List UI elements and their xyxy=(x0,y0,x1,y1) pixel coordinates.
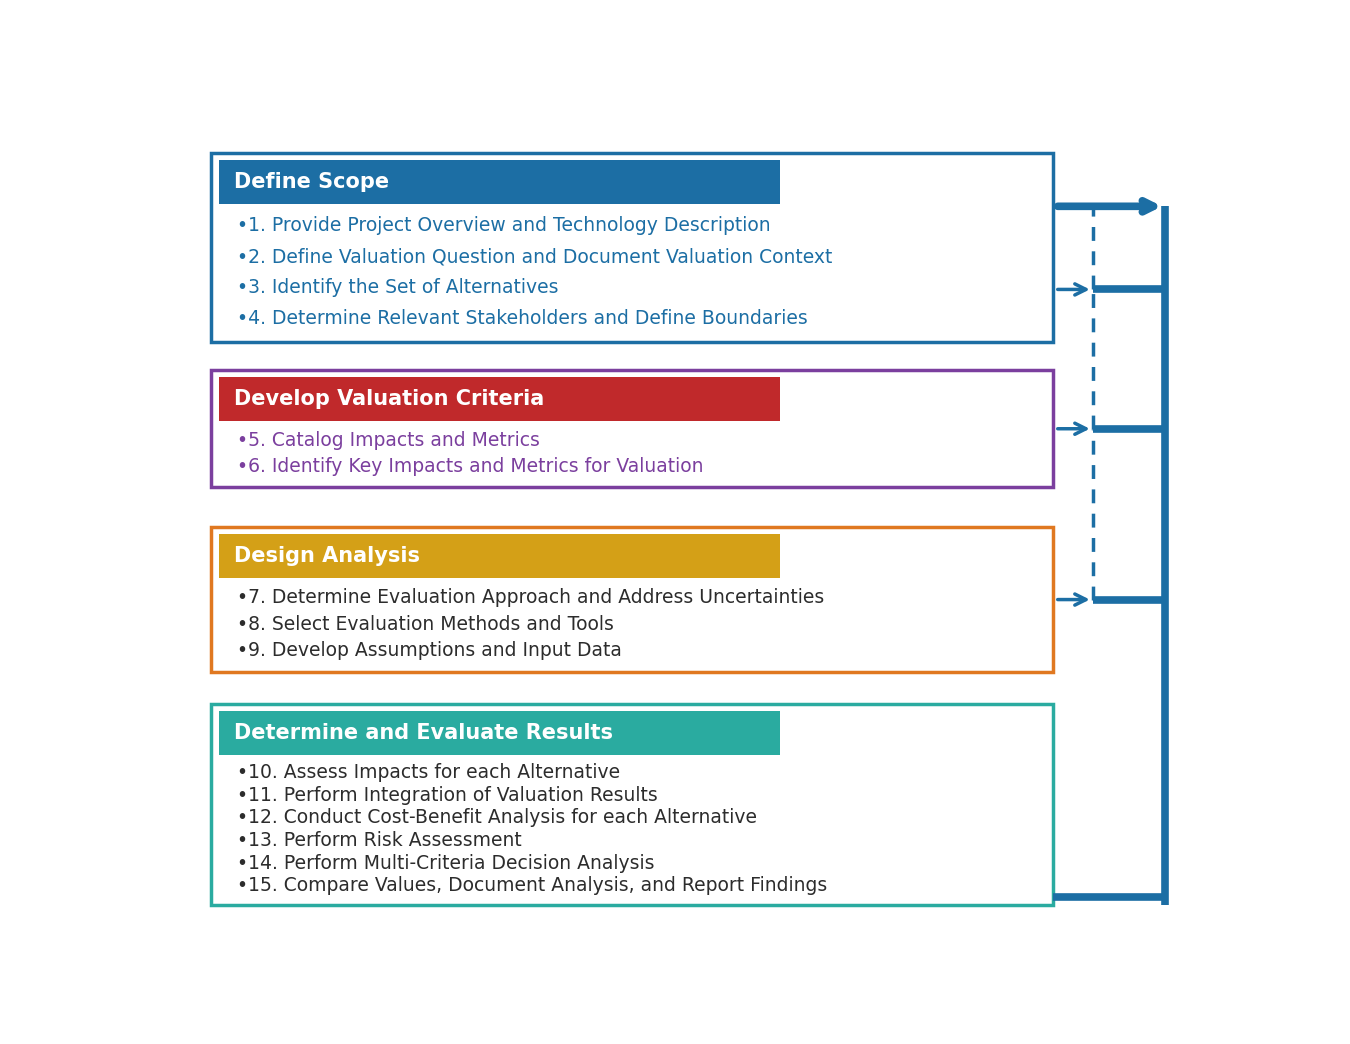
Text: Develop Valuation Criteria: Develop Valuation Criteria xyxy=(234,389,544,409)
Text: •4. Determine Relevant Stakeholders and Define Boundaries: •4. Determine Relevant Stakeholders and … xyxy=(236,309,807,328)
FancyBboxPatch shape xyxy=(219,160,780,204)
Text: •6. Identify Key Impacts and Metrics for Valuation: •6. Identify Key Impacts and Metrics for… xyxy=(236,456,703,476)
Text: Design Analysis: Design Analysis xyxy=(234,546,420,566)
Text: •14. Perform Multi-Criteria Decision Analysis: •14. Perform Multi-Criteria Decision Ana… xyxy=(236,854,655,873)
Text: •12. Conduct Cost-Benefit Analysis for each Alternative: •12. Conduct Cost-Benefit Analysis for e… xyxy=(236,808,757,827)
Text: •9. Develop Assumptions and Input Data: •9. Develop Assumptions and Input Data xyxy=(236,641,621,660)
FancyBboxPatch shape xyxy=(211,371,1053,487)
FancyBboxPatch shape xyxy=(219,377,780,421)
Text: •8. Select Evaluation Methods and Tools: •8. Select Evaluation Methods and Tools xyxy=(236,615,614,634)
Text: Determine and Evaluate Results: Determine and Evaluate Results xyxy=(234,722,613,742)
FancyBboxPatch shape xyxy=(211,153,1053,342)
Text: •7. Determine Evaluation Approach and Address Uncertainties: •7. Determine Evaluation Approach and Ad… xyxy=(236,588,824,607)
FancyBboxPatch shape xyxy=(219,533,780,578)
Text: •5. Catalog Impacts and Metrics: •5. Catalog Impacts and Metrics xyxy=(236,431,540,450)
FancyBboxPatch shape xyxy=(219,711,780,755)
FancyBboxPatch shape xyxy=(211,527,1053,672)
Text: •3. Identify the Set of Alternatives: •3. Identify the Set of Alternatives xyxy=(236,279,559,298)
Text: •11. Perform Integration of Valuation Results: •11. Perform Integration of Valuation Re… xyxy=(236,786,657,805)
FancyBboxPatch shape xyxy=(211,704,1053,905)
Text: •15. Compare Values, Document Analysis, and Report Findings: •15. Compare Values, Document Analysis, … xyxy=(236,876,828,895)
Text: •1. Provide Project Overview and Technology Description: •1. Provide Project Overview and Technol… xyxy=(236,216,771,236)
Text: •10. Assess Impacts for each Alternative: •10. Assess Impacts for each Alternative xyxy=(236,763,620,782)
Text: •13. Perform Risk Assessment: •13. Perform Risk Assessment xyxy=(236,831,521,850)
Text: •2. Define Valuation Question and Document Valuation Context: •2. Define Valuation Question and Docume… xyxy=(236,247,832,266)
Text: Define Scope: Define Scope xyxy=(234,172,389,192)
